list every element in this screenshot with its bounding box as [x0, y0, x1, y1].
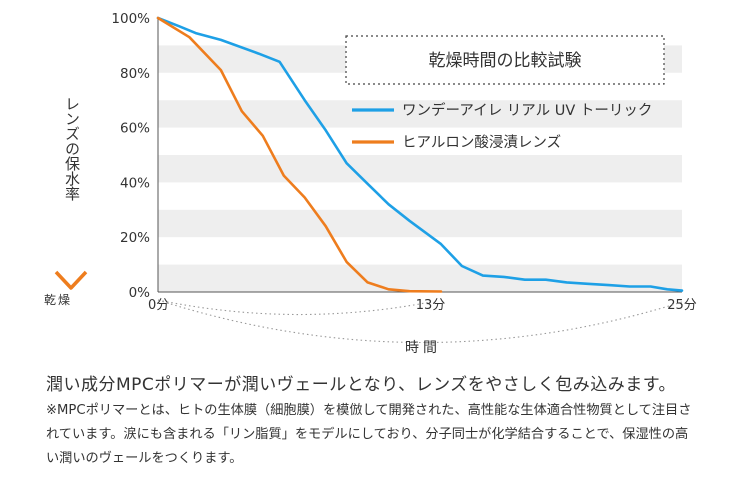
grid-band [158, 155, 682, 183]
dry-label: 乾燥 [44, 293, 73, 307]
series-lines [156, 16, 684, 293]
y-tick-labels: 0% 20% 40% 60% 80% 100% [111, 11, 150, 301]
legend: 乾燥時間の比較試験 ワンデーアイレ リアル UV トーリック ヒアルロン酸浸漬レ… [345, 35, 665, 151]
x-tick-label: 25分 [667, 298, 697, 313]
description-lead: 潤い成分MPCポリマーが潤いヴェールとなり、レンズをやさしく包み込みます。 [46, 375, 668, 395]
y-tick-label: 100% [111, 11, 150, 27]
grid-band [158, 209, 682, 238]
legend-label-series-2: ヒアルロン酸浸漬レンズ [402, 134, 561, 151]
x-axis-label: 時間 [405, 340, 441, 356]
x-tick-label: 13分 [416, 298, 446, 313]
description: 潤い成分MPCポリマーが潤いヴェールとなり、レンズをやさしく包み込みます。 ※M… [46, 372, 696, 471]
y-tick-label: 0% [129, 285, 151, 301]
description-text: 潤い成分MPCポリマーが潤いヴェールとなり、レンズをやさしく包み込みます。 ※M… [46, 372, 696, 471]
legend-label-series-1: ワンデーアイレ リアル UV トーリック [402, 101, 652, 119]
time-arcs [157, 299, 683, 344]
description-note: ※MPCポリマーとは、ヒトの生体膜（細胞膜）を模倣して開発された、高性能な生体適… [46, 403, 692, 466]
legend-title-box [345, 35, 665, 85]
y-tick-label: 20% [120, 230, 150, 246]
time-arc [157, 299, 683, 344]
chart-title: 乾燥時間の比較試験 [429, 51, 582, 71]
grid-band [158, 264, 682, 292]
series-line-2 [156, 16, 443, 293]
series-line-1 [156, 16, 684, 292]
time-arc [157, 299, 431, 316]
x-tick-label: 0分 [148, 298, 169, 313]
y-axis-label: レンズの保水率 [62, 92, 81, 205]
y-tick-label: 40% [120, 175, 150, 191]
down-arrow-icon [54, 270, 88, 290]
chart: 0% 20% 40% 60% 80% 100% 0分 13分 25分 乾燥時間の比較試験 ワン… [54, 11, 697, 344]
x-tick-labels: 0分 13分 25分 [148, 298, 697, 313]
y-tick-label: 80% [120, 66, 150, 82]
y-tick-label: 60% [120, 121, 150, 137]
